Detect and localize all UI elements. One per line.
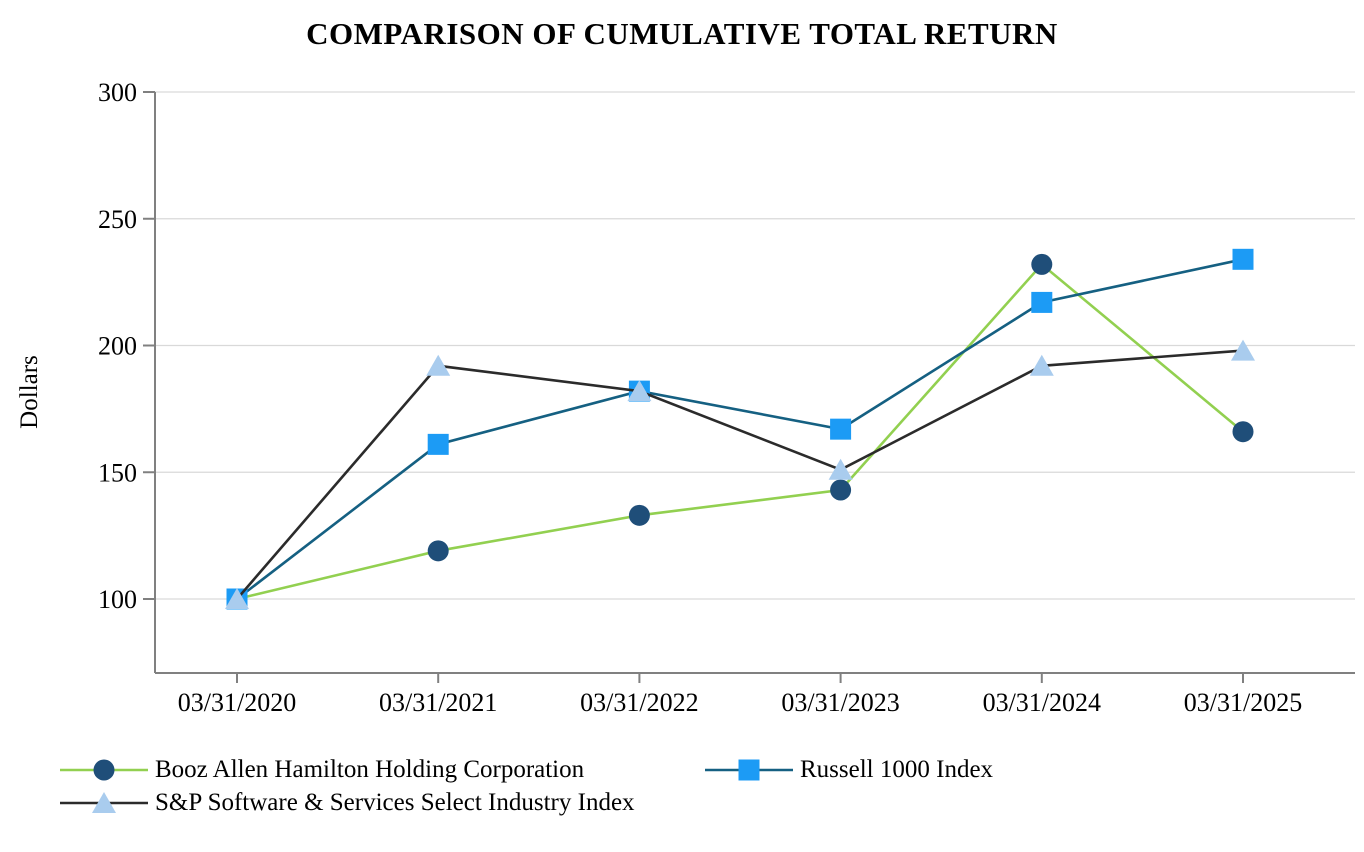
data-point-triangle — [426, 354, 451, 376]
data-point-square — [1232, 248, 1254, 270]
data-point-square — [427, 433, 449, 455]
legend-marker-circle-icon — [60, 759, 148, 781]
data-point-triangle — [1231, 339, 1255, 361]
legend-label: S&P Software & Services Select Industry … — [155, 789, 635, 816]
legend-label: Russell 1000 Index — [800, 756, 994, 783]
legend-item-booz-allen: Booz Allen Hamilton Holding Corporation — [60, 756, 705, 784]
data-point-triangle — [1029, 354, 1054, 376]
x-tick-label: 03/31/2020 — [178, 688, 296, 717]
legend-item-sp-software: S&P Software & Services Select Industry … — [60, 789, 705, 817]
chart-legend: Booz Allen Hamilton Holding Corporation … — [60, 756, 1320, 817]
legend-marker-triangle-icon — [60, 792, 148, 813]
x-tick-label: 03/31/2022 — [580, 688, 698, 717]
x-tick-label: 03/31/2025 — [1184, 688, 1302, 717]
data-point-triangle — [627, 380, 652, 402]
x-tick-label: 03/31/2024 — [983, 688, 1101, 717]
series-line — [236, 349, 1244, 600]
legend-label: Booz Allen Hamilton Holding Corporation — [155, 756, 585, 783]
data-point-circle — [427, 540, 449, 562]
y-tick-label: 200 — [98, 332, 137, 361]
series-line — [236, 262, 1244, 601]
data-point-circle — [830, 479, 852, 501]
x-tick-label: 03/31/2023 — [781, 688, 899, 717]
data-point-circle — [1232, 421, 1254, 443]
cumulative-total-return-line-chart: 100 150 200 250 300 03/31/2020 03/31/2021 03/31… — [98, 78, 1355, 717]
data-point-circle — [1031, 253, 1053, 275]
y-axis-label: Dollars — [16, 355, 43, 429]
data-point-triangle — [225, 588, 249, 609]
chart-title: COMPARISON OF CUMULATIVE TOTAL RETURN — [306, 16, 1058, 51]
legend-item-russell-1000: Russell 1000 Index — [705, 756, 1320, 784]
series-line — [236, 258, 1244, 601]
data-point-triangle — [828, 458, 853, 480]
y-tick-label: 250 — [98, 205, 137, 234]
x-tick-label: 03/31/2021 — [379, 688, 497, 717]
data-point-square — [1031, 291, 1053, 313]
y-tick-label: 150 — [98, 458, 137, 487]
y-tick-label: 100 — [98, 585, 137, 614]
data-point-square — [830, 418, 852, 440]
legend-marker-square-icon — [705, 759, 793, 781]
y-tick-label: 300 — [98, 78, 137, 107]
data-point-circle — [628, 504, 650, 526]
